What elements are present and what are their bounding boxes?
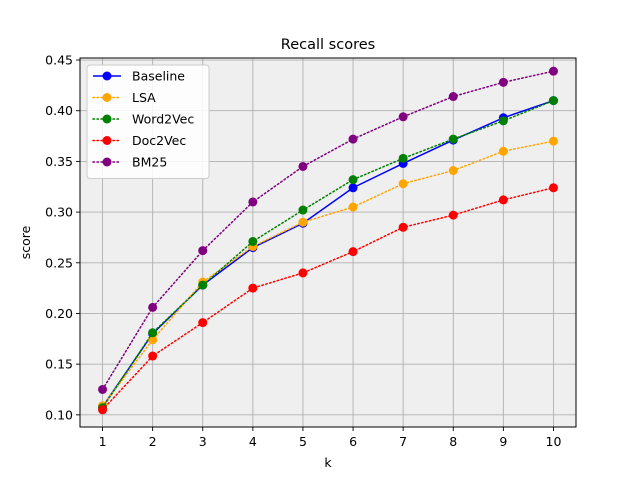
data-point-lsa	[348, 202, 358, 212]
x-axis-ticks: 1 2 3 4 5 6 7 8 9 10	[99, 427, 562, 449]
data-point-bm25	[248, 197, 258, 207]
data-point-word2vec	[298, 205, 308, 215]
data-point-lsa	[398, 179, 408, 189]
series-doc2vec	[98, 183, 558, 415]
data-point-doc2vec	[498, 195, 508, 205]
data-point-doc2vec	[248, 283, 258, 293]
y-axis-label: score	[18, 225, 33, 259]
y-tick-label: 0.25	[45, 255, 73, 270]
legend-marker	[102, 114, 112, 124]
data-point-bm25	[348, 134, 358, 144]
data-point-doc2vec	[198, 318, 208, 328]
legend-label: Baseline	[132, 69, 185, 84]
data-point-bm25	[498, 77, 508, 87]
series-line-bm25	[101, 70, 555, 391]
data-point-lsa	[298, 217, 308, 227]
x-tick-label: 10	[546, 434, 562, 449]
data-point-word2vec	[348, 175, 358, 185]
data-point-bm25	[448, 92, 458, 102]
legend-entry-bm25: BM25	[92, 155, 167, 170]
data-point-lsa	[448, 166, 458, 176]
y-axis-ticks: 0.10 0.15 0.20 0.25 0.30 0.35 0.40 0.45	[45, 53, 80, 422]
legend-label: LSA	[132, 90, 156, 105]
y-tick-label: 0.20	[45, 306, 73, 321]
data-point-word2vec	[498, 116, 508, 126]
x-tick-label: 6	[349, 434, 357, 449]
series-line-lsa	[101, 140, 555, 407]
x-tick-label: 1	[99, 434, 107, 449]
data-point-word2vec	[448, 134, 458, 144]
data-point-lsa	[148, 335, 158, 345]
data-point-doc2vec	[548, 183, 558, 193]
data-point-word2vec	[548, 96, 558, 106]
legend-marker	[102, 157, 112, 167]
legend-entry-word2vec: Word2Vec	[92, 112, 194, 127]
data-point-bm25	[148, 302, 158, 312]
series-line-word2vec	[101, 99, 555, 409]
series-bm25	[98, 66, 558, 394]
x-tick-label: 7	[399, 434, 407, 449]
data-point-baseline	[348, 183, 358, 193]
y-tick-label: 0.10	[45, 407, 73, 422]
plot-frame	[79, 57, 577, 428]
legend-marker	[102, 71, 112, 81]
x-tick-label: 2	[149, 434, 157, 449]
x-tick-label: 8	[449, 434, 457, 449]
chart-title: Recall scores	[281, 37, 375, 53]
x-tick-label: 5	[299, 434, 307, 449]
legend-marker	[102, 93, 112, 102]
data-point-lsa	[498, 146, 508, 156]
data-point-word2vec	[248, 236, 258, 246]
data-point-lsa	[548, 136, 558, 146]
series-layer	[98, 66, 558, 415]
data-point-doc2vec	[398, 222, 408, 232]
series-line-doc2vec	[101, 187, 555, 411]
data-point-doc2vec	[148, 351, 158, 361]
legend-entry-lsa: LSA	[92, 90, 156, 105]
x-tick-label: 9	[499, 434, 507, 449]
data-point-doc2vec	[98, 405, 108, 415]
data-point-doc2vec	[348, 247, 358, 257]
data-point-bm25	[548, 66, 558, 76]
legend-label: Doc2Vec	[132, 133, 186, 148]
y-tick-label: 0.40	[45, 103, 73, 118]
y-tick-label: 0.30	[45, 205, 73, 220]
y-tick-label: 0.35	[45, 154, 73, 169]
series-word2vec	[98, 96, 558, 413]
data-point-bm25	[198, 246, 208, 256]
x-tick-label: 3	[199, 434, 207, 449]
legend-label: Word2Vec	[132, 112, 194, 127]
x-tick-label: 4	[249, 434, 257, 449]
legend-entry-doc2vec: Doc2Vec	[92, 133, 186, 148]
legend-box	[86, 64, 210, 179]
data-point-bm25	[398, 112, 408, 122]
data-point-word2vec	[148, 328, 158, 338]
y-tick-label: 0.15	[45, 357, 73, 372]
x-axis-label: k	[324, 455, 332, 470]
legend-label: BM25	[132, 155, 167, 170]
legend-marker	[102, 136, 112, 145]
legend-entry-baseline: Baseline	[93, 69, 185, 84]
data-point-doc2vec	[448, 210, 458, 220]
data-point-word2vec	[398, 153, 408, 163]
data-point-bm25	[98, 384, 108, 394]
data-point-bm25	[298, 161, 308, 171]
data-point-doc2vec	[298, 268, 308, 278]
data-point-word2vec	[198, 280, 208, 290]
legend: Baseline LSA Word2Vec Doc2Vec BM25	[86, 64, 210, 179]
y-tick-label: 0.45	[45, 53, 73, 68]
